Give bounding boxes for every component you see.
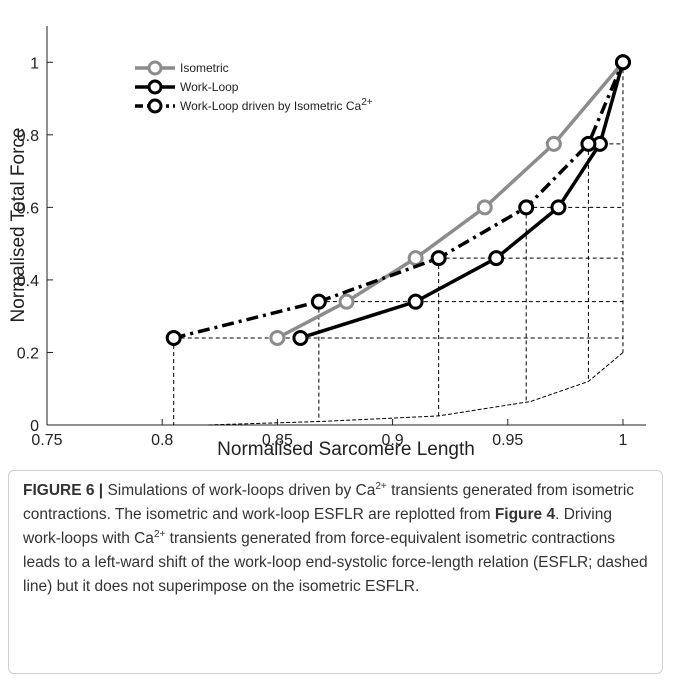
point <box>310 293 327 310</box>
point <box>614 54 631 71</box>
y-tick-label: 0.8 <box>17 128 39 145</box>
point <box>269 329 286 346</box>
series-line <box>173 61 625 340</box>
legend-label: Work-Loop driven by Isometric Ca2+ <box>180 97 373 114</box>
point <box>545 135 562 152</box>
legend-marker <box>147 79 163 95</box>
point <box>580 135 597 152</box>
x-tick-label: 0.95 <box>492 432 523 449</box>
x-tick-label: 0.9 <box>381 432 403 449</box>
legend-label: Work-Loop <box>180 80 239 94</box>
point <box>292 329 309 346</box>
caption-text: Simulations of work-loops driven by Ca <box>107 482 376 499</box>
caption-text: transients generated from isometric cont… <box>23 482 635 523</box>
y-tick-label: 1 <box>30 55 39 72</box>
y-axis-label: Normalised Total Force <box>8 127 29 322</box>
point <box>407 293 424 310</box>
passive-curve <box>208 352 624 426</box>
y-tick-label: 0.6 <box>17 200 39 217</box>
point <box>518 199 535 216</box>
y-tick-label: 0 <box>30 418 39 435</box>
caption: FIGURE 6 | Simulations of work-loops dri… <box>8 470 663 674</box>
caption-sup: 2+ <box>375 480 387 492</box>
point <box>407 250 424 267</box>
point <box>165 329 182 346</box>
x-axis-label: Normalised Sarcomere Length <box>217 439 475 460</box>
point <box>430 250 447 267</box>
y-tick-label: 0.4 <box>17 273 39 290</box>
legend-marker <box>147 60 163 76</box>
point <box>476 199 493 216</box>
y-tick-label: 0.2 <box>17 345 39 362</box>
point <box>488 250 505 267</box>
x-tick-label: 0.75 <box>31 432 62 449</box>
caption-ref: Figure 4 <box>494 506 556 523</box>
caption-sup: 2+ <box>153 528 166 540</box>
x-tick-label: 0.8 <box>151 432 173 449</box>
chart: Normalised Sarcomere Length Normalised T… <box>8 26 646 460</box>
legend-marker <box>147 98 163 114</box>
point <box>338 293 355 310</box>
x-tick-label: 0.85 <box>262 432 293 449</box>
caption-text: transients generated from force-equivale… <box>23 530 648 595</box>
series-line <box>276 61 625 340</box>
caption-label: FIGURE 6 | <box>23 482 104 499</box>
legend-label: Isometric <box>180 61 229 75</box>
point <box>550 199 567 216</box>
caption-text: . Driving work-loops with Ca <box>23 506 612 547</box>
series-line <box>299 61 625 340</box>
x-tick-label: 1 <box>619 432 628 449</box>
